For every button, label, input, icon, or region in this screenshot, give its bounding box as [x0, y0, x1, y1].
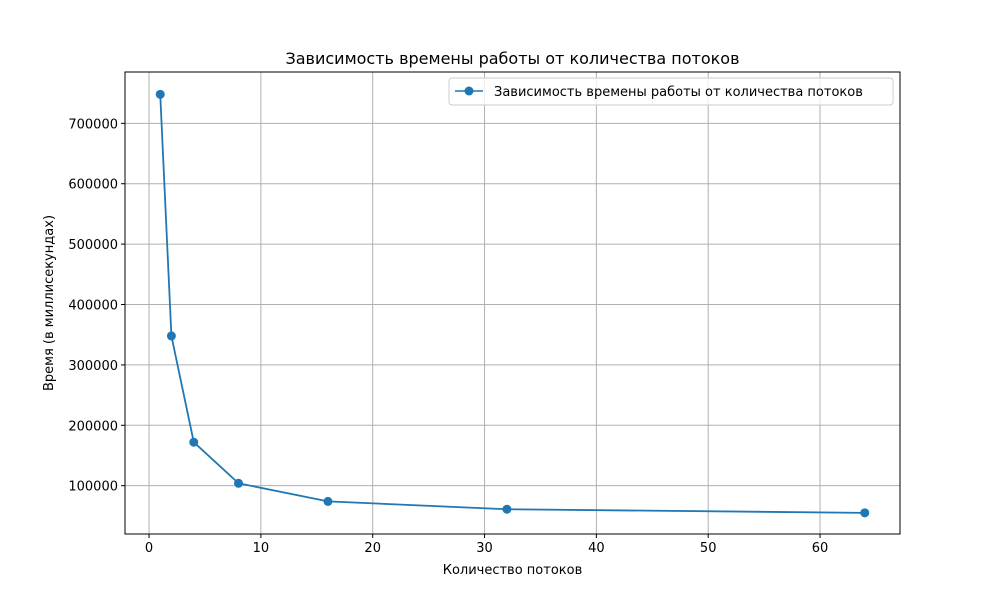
x-tick-label: 20	[364, 541, 381, 556]
y-axis-label: Время (в миллисекундах)	[42, 215, 57, 391]
y-axis-ticks: 100000 200000 300000 400000 500000 600000 7000…	[68, 117, 125, 495]
chart-title: Зависимость времены работы от количества…	[285, 49, 739, 68]
y-tick-label: 300000	[68, 359, 118, 374]
data-point	[323, 496, 333, 506]
plot-frame	[124, 71, 901, 535]
data-point	[234, 478, 244, 488]
legend-marker-swatch	[464, 86, 474, 96]
data-point	[155, 89, 165, 99]
y-tick-label: 500000	[68, 238, 118, 253]
y-tick-label: 100000	[68, 480, 118, 495]
legend: Зависимость времены работы от количества…	[448, 77, 894, 106]
x-axis-label: Количество потоков	[443, 563, 583, 578]
y-tick-label: 700000	[68, 117, 118, 132]
y-tick-label: 400000	[68, 299, 118, 314]
data-point	[166, 331, 176, 341]
data-point	[502, 504, 512, 514]
x-axis-ticks: 0 10 20 30 40 50 60	[145, 534, 828, 556]
x-tick-label: 10	[253, 541, 270, 556]
data-point	[189, 437, 199, 447]
legend-entry-label: Зависимость времены работы от количества…	[494, 85, 863, 100]
x-tick-label: 60	[812, 541, 829, 556]
x-tick-label: 50	[700, 541, 717, 556]
data-point	[860, 508, 870, 518]
legend-box	[448, 77, 894, 106]
series-layer	[155, 89, 870, 518]
x-tick-label: 0	[145, 541, 153, 556]
x-tick-label: 40	[588, 541, 605, 556]
y-tick-label: 600000	[68, 178, 118, 193]
x-tick-label: 30	[476, 541, 493, 556]
y-tick-label: 200000	[68, 419, 118, 434]
